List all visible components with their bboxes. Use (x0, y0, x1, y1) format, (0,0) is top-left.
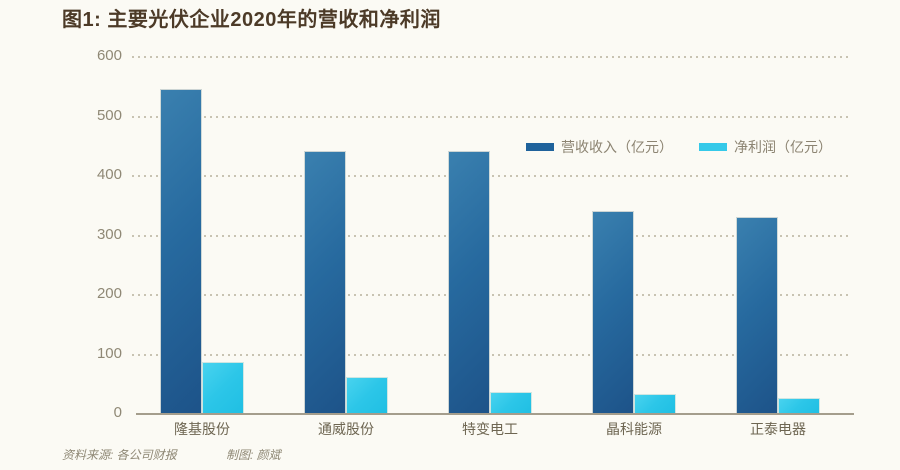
gridline-100 (132, 353, 852, 356)
x-tick-label-1: 隆基股份 (174, 421, 230, 437)
y-tick-label-300: 300 (96, 225, 122, 243)
footer-notes: 资料来源: 各公司财报 制图: 颜斌 (62, 446, 281, 463)
chart-title: 图1: 主要光伏企业2020年的营收和净利润 (62, 9, 441, 31)
y-tick-label-400: 400 (96, 166, 122, 183)
gridline-500 (132, 115, 852, 118)
bar-revenue-2 (304, 151, 346, 413)
gridline-400 (132, 175, 852, 177)
legend-label-profit: 净利润（亿元） (734, 139, 832, 155)
x-axis-line (136, 413, 854, 415)
y-tick-label-600: 600 (96, 47, 122, 64)
bar-profit-3 (490, 391, 532, 413)
bar-profit-4 (634, 393, 676, 413)
gridline-300 (132, 234, 852, 237)
source-note: 资料来源: 各公司财报 (62, 448, 177, 462)
y-tick-label-500: 500 (96, 106, 122, 124)
x-tick-label-5: 正泰电器 (750, 421, 806, 437)
bar-profit-1 (202, 362, 244, 413)
plot-area: 营收收入（亿元） 净利润（亿元） (130, 56, 854, 415)
revenue-swatch-icon (526, 143, 554, 151)
profit-swatch-icon (699, 143, 727, 151)
bar-revenue-1 (160, 88, 202, 413)
y-tick-label-0: 0 (113, 404, 122, 421)
bar-revenue-3 (448, 151, 490, 413)
x-tick-label-3: 特变电工 (462, 421, 518, 437)
gridline-600 (132, 56, 852, 58)
x-tick-label-4: 晶科能源 (606, 421, 662, 437)
x-axis-labels: 隆基股份 通威股份 特变电工 晶科能源 正泰电器 (130, 419, 850, 439)
y-tick-label-200: 200 (96, 285, 122, 302)
legend-item-revenue: 营收收入（亿元） (526, 137, 673, 157)
legend-item-profit: 净利润（亿元） (699, 137, 832, 157)
legend: 营收收入（亿元） 净利润（亿元） (526, 137, 832, 157)
bar-revenue-4 (592, 210, 634, 413)
y-tick-label-100: 100 (96, 344, 122, 362)
bar-revenue-5 (736, 216, 778, 413)
credit-note: 制图: 颜斌 (226, 448, 281, 462)
gridline-200 (132, 294, 852, 296)
bar-profit-5 (778, 398, 820, 413)
x-tick-label-2: 通威股份 (318, 421, 374, 437)
bar-profit-2 (346, 377, 388, 413)
legend-label-revenue: 营收收入（亿元） (561, 139, 673, 155)
